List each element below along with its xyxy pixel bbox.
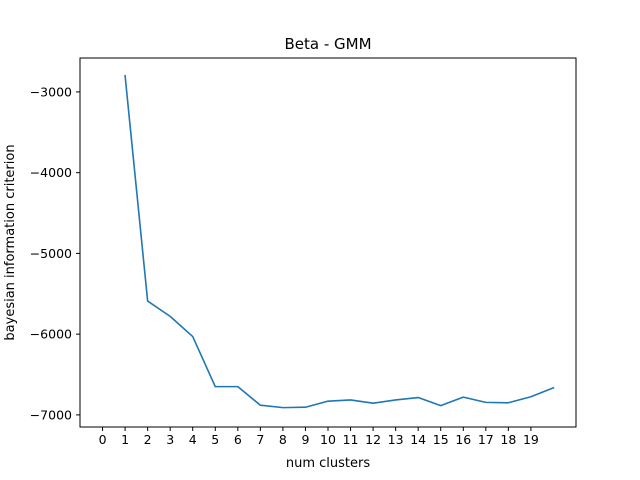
y-tick-label: −4000 <box>30 165 72 180</box>
x-axis-ticks: 0 1 2 3 4 5 6 7 8 9 10 11 12 13 14 15 16 17 18 19 <box>99 427 539 447</box>
x-tick-label: 15 <box>433 432 449 447</box>
x-tick-label: 12 <box>365 432 381 447</box>
y-tick-label: −6000 <box>30 327 72 342</box>
x-tick-label: 0 <box>99 432 107 447</box>
x-tick-label: 5 <box>211 432 219 447</box>
x-tick-label: 4 <box>189 432 197 447</box>
series-line <box>124 74 555 409</box>
chart-title: Beta - GMM <box>284 35 371 53</box>
x-tick-label: 9 <box>301 432 309 447</box>
y-tick-label: −5000 <box>30 246 72 261</box>
x-tick-label: 14 <box>410 432 426 447</box>
series-layer <box>124 74 555 409</box>
x-tick-label: 16 <box>455 432 471 447</box>
y-tick-label: −7000 <box>30 407 72 422</box>
x-tick-label: 1 <box>121 432 129 447</box>
y-tick-label: −3000 <box>30 84 72 99</box>
plot-area <box>80 58 576 427</box>
x-tick-label: 11 <box>343 432 359 447</box>
x-tick-label: 13 <box>388 432 404 447</box>
x-tick-label: 18 <box>500 432 516 447</box>
x-tick-label: 8 <box>279 432 287 447</box>
x-tick-label: 19 <box>523 432 539 447</box>
x-tick-label: 6 <box>234 432 242 447</box>
x-tick-label: 17 <box>478 432 494 447</box>
y-axis-label: bayesian information criterion <box>3 144 18 340</box>
x-axis-label: num clusters <box>286 456 370 471</box>
x-tick-label: 7 <box>256 432 264 447</box>
y-axis-ticks: −3000 −4000 −5000 −6000 −7000 <box>30 84 80 422</box>
x-tick-label: 10 <box>320 432 336 447</box>
x-tick-label: 3 <box>166 432 174 447</box>
x-tick-label: 2 <box>144 432 152 447</box>
